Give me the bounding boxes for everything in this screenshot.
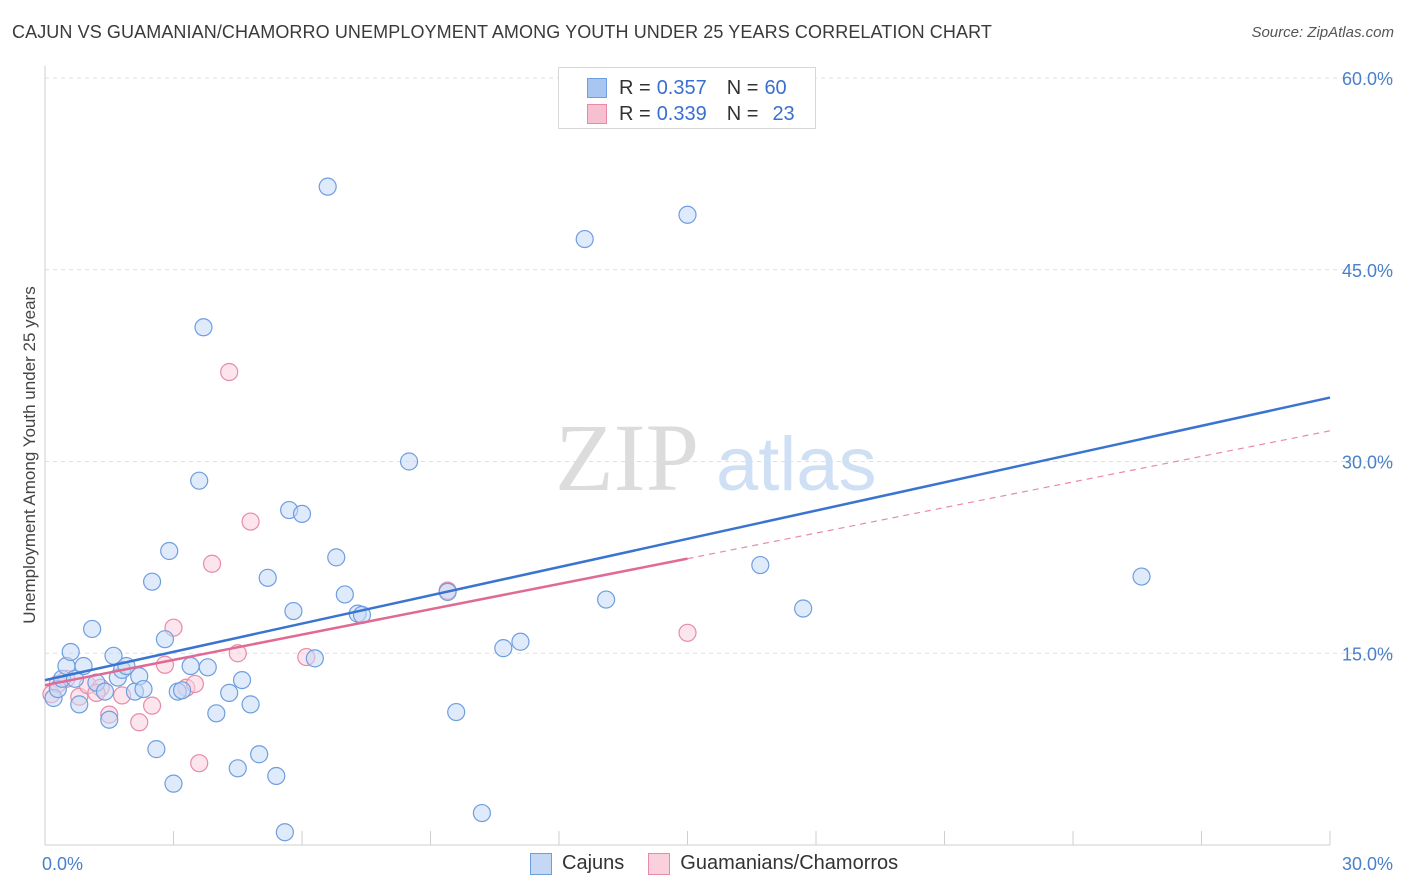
point-cajuns (232, 670, 252, 690)
legend-n-value-guamanians: 23 (772, 102, 795, 125)
trend-lines (44, 396, 1331, 687)
data-points (42, 177, 1151, 842)
point-guamanian (130, 713, 149, 732)
trend-line-guamanians (44, 557, 688, 687)
point-cajuns (447, 702, 466, 722)
tick-labels: 15.0% 30.0% 45.0% 60.0% 0.0% 30.0% (42, 69, 1393, 874)
point-cajuns (284, 601, 303, 621)
point-guamanian (678, 623, 697, 642)
point-cajuns (181, 656, 200, 676)
grid-lines (45, 77, 1395, 654)
point-guamanian (202, 554, 222, 573)
source-label: Source: ZipAtlas.com (1251, 24, 1394, 41)
legend-r-label: R = (619, 102, 651, 125)
series-legend-label-cajuns: Cajuns (562, 852, 625, 874)
point-cajuns (220, 683, 239, 702)
correlation-legend: R = 0.357 N = 60 R = 0.339 N = 23 (558, 67, 816, 129)
point-cajuns (100, 710, 119, 729)
trend-line-cajuns (44, 396, 1331, 682)
legend-swatch-guamanians (587, 104, 607, 124)
series-legend-label-guamanians: Guamanians/Chamorros (680, 852, 899, 874)
point-cajuns (134, 679, 153, 699)
legend-n-value-cajuns: 60 (764, 76, 787, 99)
point-cajuns (258, 568, 277, 587)
legend-n-label: N = (726, 102, 759, 125)
point-cajuns (399, 452, 419, 471)
point-cajuns (207, 704, 226, 723)
point-cajuns (318, 177, 337, 196)
point-cajuns (142, 572, 162, 591)
point-cajuns (305, 649, 324, 668)
point-guamanian (155, 655, 175, 674)
y-axis-title: Unemployment Among Youth under 25 years (20, 286, 39, 623)
point-guamanian (190, 754, 209, 773)
point-cajuns (228, 759, 247, 778)
watermark-zip: ZIP (555, 404, 699, 511)
point-cajuns (160, 541, 179, 561)
legend-row-guamanians: R = 0.339 N = 23 (587, 102, 795, 126)
point-cajuns (275, 823, 294, 842)
x-tick-label: 30.0% (1342, 854, 1393, 874)
point-cajuns (83, 619, 102, 639)
point-cajuns (198, 658, 217, 677)
point-guamanian (241, 512, 260, 531)
axes (44, 66, 1331, 846)
point-cajuns (172, 681, 192, 700)
series-legend: Cajuns Guamanians/Chamorros (530, 852, 922, 875)
point-cajuns (190, 471, 209, 490)
y-tick-label: 30.0% (1342, 453, 1393, 473)
point-cajuns (472, 803, 491, 823)
point-cajuns (751, 555, 770, 575)
point-cajuns (678, 205, 697, 224)
legend-r-value-cajuns: 0.357 (656, 76, 707, 99)
point-guamanian (142, 696, 162, 715)
point-cajuns (597, 590, 616, 609)
legend-n-label: N = (726, 76, 759, 99)
point-cajuns (794, 599, 813, 618)
point-cajuns (61, 642, 80, 662)
point-cajuns (241, 695, 260, 714)
legend-row-cajuns: R = 0.357 N = 60 (587, 76, 787, 100)
point-cajuns (164, 774, 183, 793)
point-cajuns (494, 639, 513, 658)
point-cajuns (155, 630, 175, 649)
series-legend-swatch-cajuns (530, 852, 552, 875)
series-legend-item-guamanians[interactable]: Guamanians/Chamorros (648, 852, 898, 875)
chart-title: CAJUN VS GUAMANIAN/CHAMORRO UNEMPLOYMENT… (12, 22, 992, 42)
y-tick-label: 15.0% (1342, 644, 1393, 664)
y-tick-label: 60.0% (1342, 69, 1393, 89)
point-cajuns (250, 745, 269, 764)
point-cajuns (70, 695, 89, 714)
point-guamanian (220, 362, 239, 382)
watermark-atlas: atlas (716, 422, 877, 507)
point-cajuns (267, 766, 286, 786)
series-legend-item-cajuns[interactable]: Cajuns (530, 852, 624, 875)
y-tick-label: 45.0% (1342, 261, 1393, 281)
point-cajuns (95, 682, 115, 701)
legend-r-label: R = (619, 76, 651, 99)
point-cajuns (575, 229, 594, 249)
point-cajuns (1132, 567, 1151, 586)
point-cajuns (335, 585, 354, 604)
x-tick-label: 0.0% (42, 854, 83, 874)
point-cajuns (511, 632, 530, 651)
series-legend-swatch-guamanians (648, 852, 671, 875)
point-cajuns (327, 548, 346, 567)
legend-swatch-cajuns (587, 78, 607, 98)
legend-r-value-guamanians: 0.339 (656, 102, 707, 125)
point-cajuns (147, 740, 166, 759)
point-cajuns (194, 318, 213, 337)
point-cajuns (292, 504, 312, 524)
